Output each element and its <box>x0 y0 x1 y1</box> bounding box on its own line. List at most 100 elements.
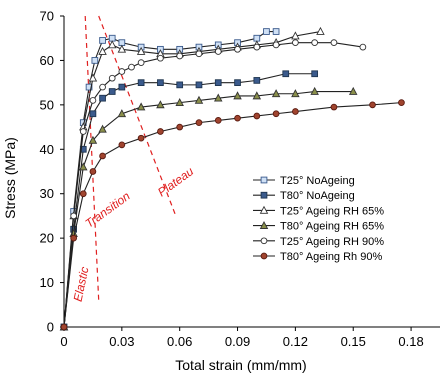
legend-label: T80° Ageing RH 65% <box>280 221 384 233</box>
data-point <box>195 119 203 126</box>
data-point <box>85 83 93 91</box>
x-axis: 0 0.03 0.06 0.09 0.12 0.15 0.18 <box>60 326 440 349</box>
data-point <box>291 31 300 40</box>
data-point <box>99 37 106 44</box>
series-6 <box>60 99 405 331</box>
data-point <box>118 83 126 91</box>
data-point <box>214 79 222 86</box>
data-point <box>99 83 106 91</box>
legend-item: T80° Ageing Rh 90% <box>253 251 382 263</box>
data-point <box>99 94 106 102</box>
y-tick-label: 30 <box>40 186 54 201</box>
data-point <box>195 81 203 89</box>
x-tick-label: 0 <box>60 334 67 349</box>
legend-item: T25° Ageing RH 65% <box>253 205 384 217</box>
series-line <box>63 73 315 328</box>
data-point <box>316 26 325 35</box>
data-point <box>214 117 222 124</box>
data-point <box>98 124 107 133</box>
y-tick-label: 10 <box>40 275 54 290</box>
data-point <box>137 79 145 86</box>
data-point <box>175 97 184 106</box>
data-point <box>128 63 135 71</box>
legend-label: T25° Ageing RH 65% <box>280 205 384 217</box>
x-tick-label: 0.18 <box>398 334 423 349</box>
data-point <box>99 152 106 160</box>
data-point <box>157 79 164 86</box>
series-4 <box>59 86 358 331</box>
annotation-plateau: Plateau <box>155 164 196 199</box>
y-axis-title: Stress (MPa) <box>2 137 18 219</box>
data-point <box>88 73 98 82</box>
data-point <box>253 43 261 51</box>
data-point <box>137 134 145 142</box>
data-point <box>398 99 405 106</box>
legend-item: T25° NoAgeing <box>253 175 355 187</box>
data-point <box>157 128 164 135</box>
region-annotations: Elastic Transition Plateau <box>71 164 197 303</box>
data-point <box>272 110 280 118</box>
data-point <box>292 39 299 47</box>
data-point <box>234 45 241 53</box>
data-point <box>70 212 77 220</box>
annotation-elastic: Elastic <box>71 265 92 302</box>
legend-label: T80° NoAgeing <box>280 190 355 202</box>
legend-marker <box>259 220 269 229</box>
data-point <box>157 54 164 62</box>
legend: T25° NoAgeing T80° NoAgeing T25° Ageing RH… <box>253 175 384 263</box>
data-point <box>118 141 126 149</box>
data-point <box>60 323 68 331</box>
legend-marker <box>260 237 268 245</box>
data-point <box>253 77 261 84</box>
x-tick-label: 0.03 <box>109 334 134 349</box>
data-point <box>89 110 97 118</box>
data-point <box>136 46 146 55</box>
data-point <box>311 70 319 78</box>
data-point <box>214 48 222 55</box>
data-point <box>79 190 87 198</box>
annotation-transition: Transition <box>83 189 133 231</box>
series-layer <box>59 26 405 331</box>
y-tick-label: 70 <box>40 9 54 24</box>
legend-label: T25° NoAgeing <box>280 175 355 187</box>
x-axis-title: Total strain (mm/mm) <box>175 357 306 373</box>
legend-marker <box>260 191 268 199</box>
x-tick-label: 0.12 <box>283 334 308 349</box>
data-point <box>234 79 241 86</box>
data-point <box>214 93 223 102</box>
y-axis: 0 10 20 30 40 50 60 70 <box>40 9 65 335</box>
divider-line-1 <box>84 15 100 301</box>
y-tick-label: 40 <box>40 142 54 157</box>
data-point <box>136 102 146 111</box>
data-point <box>117 44 127 53</box>
data-point <box>272 41 280 49</box>
data-point <box>282 70 290 78</box>
data-point <box>88 135 98 144</box>
data-point <box>137 59 145 67</box>
data-point <box>330 39 338 47</box>
data-point <box>108 74 116 82</box>
data-point <box>91 57 99 64</box>
data-point <box>291 89 300 98</box>
data-point <box>359 43 367 51</box>
series-2 <box>60 70 319 331</box>
legend-label: T25° Ageing RH 90% <box>280 236 384 248</box>
data-point <box>311 39 319 47</box>
data-point <box>89 97 97 104</box>
x-tick-label: 0.15 <box>341 334 366 349</box>
data-point <box>348 86 358 95</box>
data-point <box>369 101 376 109</box>
data-point <box>310 86 319 95</box>
data-point <box>252 91 262 100</box>
data-point <box>330 103 338 111</box>
region-divider-lines <box>84 15 177 301</box>
data-point <box>176 81 184 89</box>
legend-marker <box>259 205 269 214</box>
legend-marker <box>260 176 268 184</box>
data-point <box>89 168 97 175</box>
legend-marker <box>260 252 268 260</box>
data-point <box>234 114 241 122</box>
data-point <box>117 109 127 118</box>
data-point <box>107 40 117 49</box>
